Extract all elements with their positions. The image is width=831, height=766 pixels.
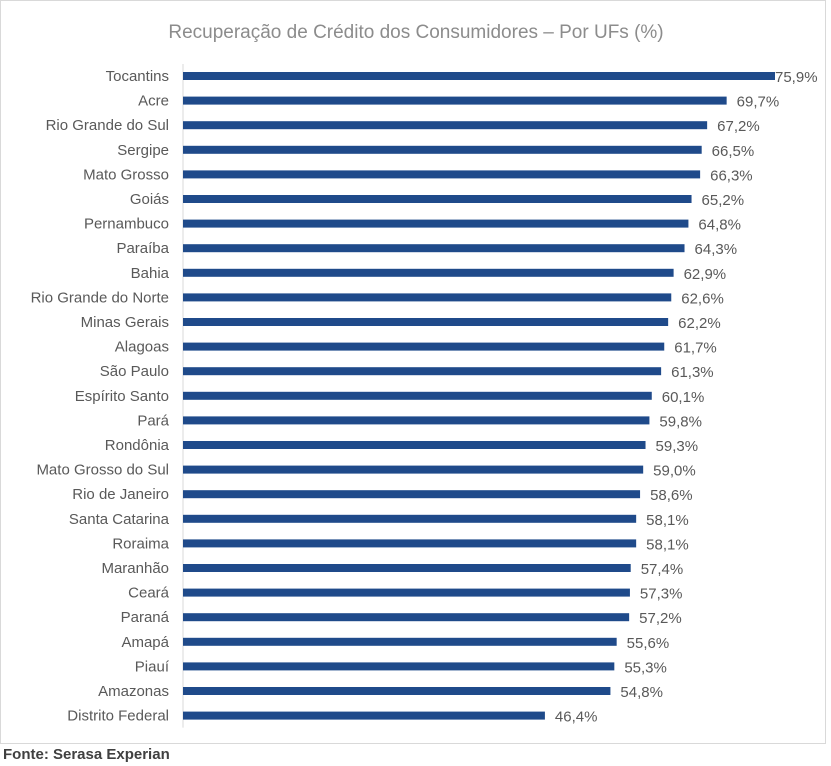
bar (183, 293, 672, 302)
bar (183, 490, 641, 499)
category-label: Pernambuco (84, 216, 169, 233)
value-label: 58,6% (650, 487, 693, 504)
category-label: Minas Gerais (81, 314, 169, 331)
category-label: Rio Grande do Sul (46, 117, 169, 134)
bar (183, 637, 617, 646)
value-label: 59,3% (656, 438, 699, 455)
value-label: 66,5% (712, 143, 755, 160)
category-label: Tocantins (106, 68, 169, 85)
bar (183, 342, 665, 351)
category-label: Sergipe (117, 142, 169, 159)
bar (183, 219, 689, 228)
value-label: 58,1% (646, 512, 689, 529)
value-label: 64,3% (695, 241, 738, 258)
bar (183, 613, 630, 622)
category-label: Maranhão (101, 560, 169, 577)
value-label: 57,2% (639, 610, 682, 627)
bar (183, 539, 637, 548)
bar (183, 72, 775, 80)
value-label: 69,7% (737, 94, 780, 111)
chart-title: Recuperação de Crédito dos Consumidores … (168, 22, 663, 43)
category-label: Mato Grosso do Sul (36, 462, 169, 479)
bar (183, 318, 669, 326)
bar (183, 588, 630, 597)
category-label: Distrito Federal (67, 708, 169, 725)
category-label: Bahia (131, 265, 170, 282)
bar (183, 441, 646, 449)
bar (183, 465, 644, 474)
value-label: 58,1% (646, 536, 689, 553)
bar (183, 121, 708, 130)
category-label: Espírito Santo (75, 388, 169, 405)
category-label: Acre (138, 93, 169, 110)
bars-group: Tocantins 75,9% Acre 69,7% Rio Grande do Sul… (31, 64, 818, 728)
value-label: 67,2% (717, 118, 760, 135)
category-label: Santa Catarina (69, 511, 170, 528)
value-label: 57,3% (640, 586, 683, 603)
category-label: Paraná (121, 609, 170, 626)
value-label: 60,1% (662, 389, 705, 406)
bar (183, 367, 662, 376)
category-label: Amapá (121, 634, 169, 651)
category-label: Roraima (112, 535, 169, 552)
category-label: Goiás (130, 191, 169, 208)
bar (183, 711, 545, 720)
category-label: Paraíba (116, 240, 169, 257)
value-label: 55,6% (627, 635, 670, 652)
bar-chart: Recuperação de Crédito dos Consumidores … (31, 22, 818, 728)
category-label: Rio de Janeiro (72, 486, 169, 503)
value-label: 75,9% (775, 69, 818, 86)
value-label: 62,6% (681, 290, 724, 307)
category-label: Rio Grande do Norte (31, 289, 169, 306)
value-label: 61,3% (671, 364, 714, 381)
category-label: Pará (137, 412, 169, 429)
value-label: 55,3% (624, 659, 667, 676)
value-label: 65,2% (702, 192, 745, 209)
bar (183, 514, 637, 523)
bar (183, 195, 692, 203)
chart-frame: Recuperação de Crédito dos Consumidores … (0, 0, 826, 744)
value-label: 64,8% (698, 217, 741, 234)
bar (183, 170, 701, 179)
category-label: Mato Grosso (83, 166, 169, 183)
value-label: 61,7% (674, 340, 717, 357)
value-label: 62,9% (684, 266, 727, 283)
value-label: 59,8% (659, 413, 702, 430)
value-label: 57,4% (641, 561, 684, 578)
bar (183, 687, 611, 695)
category-label: Piauí (135, 658, 170, 675)
bar (183, 416, 650, 425)
value-label: 62,2% (678, 315, 721, 332)
category-label: Rondônia (105, 437, 170, 454)
category-label: Alagoas (115, 339, 169, 356)
bar (183, 662, 615, 671)
bar (183, 268, 674, 277)
value-label: 54,8% (620, 684, 663, 701)
value-label: 59,0% (653, 463, 696, 480)
bar (183, 96, 727, 105)
bar (183, 564, 631, 572)
bar (183, 145, 702, 154)
bar (183, 391, 652, 400)
source-note: Fonte: Serasa Experian (3, 746, 170, 763)
bar (183, 244, 685, 253)
category-label: Amazonas (98, 683, 169, 700)
value-label: 46,4% (555, 709, 598, 726)
value-label: 66,3% (710, 167, 753, 184)
category-label: Ceará (128, 585, 170, 602)
category-label: São Paulo (100, 363, 169, 380)
